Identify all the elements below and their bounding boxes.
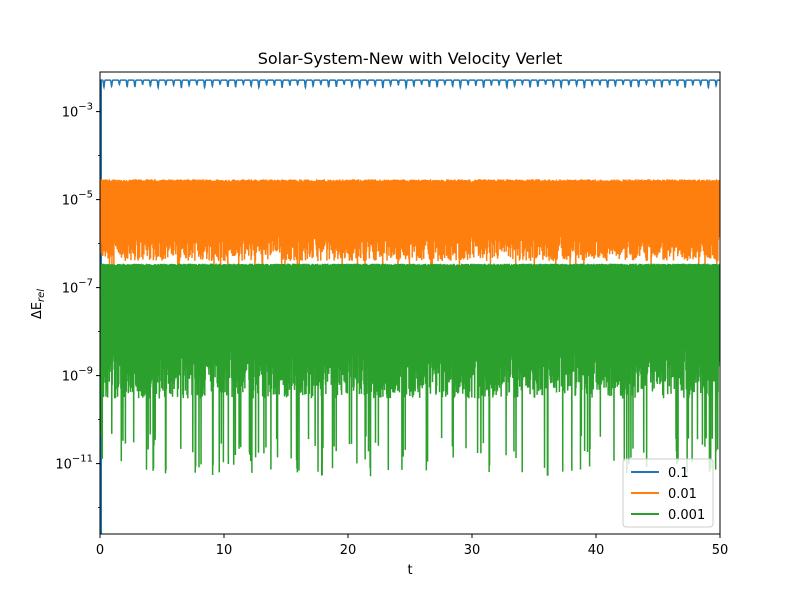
series-line-0.001: [100, 263, 720, 477]
x-axis-label: t: [407, 563, 412, 578]
y-tick-label: 10−9: [62, 366, 93, 385]
x-tick-label: 50: [712, 543, 729, 558]
x-axis-ticks: 0 10 20 30 40 50: [96, 534, 728, 558]
x-tick-label: 0: [96, 543, 104, 558]
x-tick-label: 30: [464, 543, 481, 558]
plot-area: [99, 71, 721, 535]
axes-frame: [99, 71, 721, 535]
y-tick-label: 10−7: [62, 278, 93, 297]
chart-title: Solar-System-New with Velocity Verlet: [258, 49, 563, 68]
x-tick-label: 40: [588, 543, 605, 558]
series-line-0.01: [100, 179, 720, 284]
series-lines: [100, 79, 720, 534]
y-tick-label: 10−11: [55, 454, 93, 473]
legend-label-0.1: 0.1: [668, 466, 689, 481]
legend-label-0.01: 0.01: [668, 487, 697, 502]
x-tick-label: 10: [216, 543, 233, 558]
legend: 0.1 0.01 0.001: [622, 458, 714, 528]
y-tick-label: 10−3: [62, 102, 93, 121]
y-tick-label: 10−5: [62, 190, 93, 209]
y-axis-label: ΔErel: [30, 289, 47, 319]
y-axis-label-subscript: rel: [36, 289, 47, 302]
y-axis-ticks: 10−11 10−9 10−7 10−5 10−3: [55, 102, 100, 509]
series-line-0.1: [100, 79, 720, 534]
x-tick-label: 20: [340, 543, 357, 558]
legend-label-0.001: 0.001: [668, 508, 705, 523]
legend-box: [622, 458, 714, 528]
y-axis-label-base: ΔE: [30, 302, 45, 319]
